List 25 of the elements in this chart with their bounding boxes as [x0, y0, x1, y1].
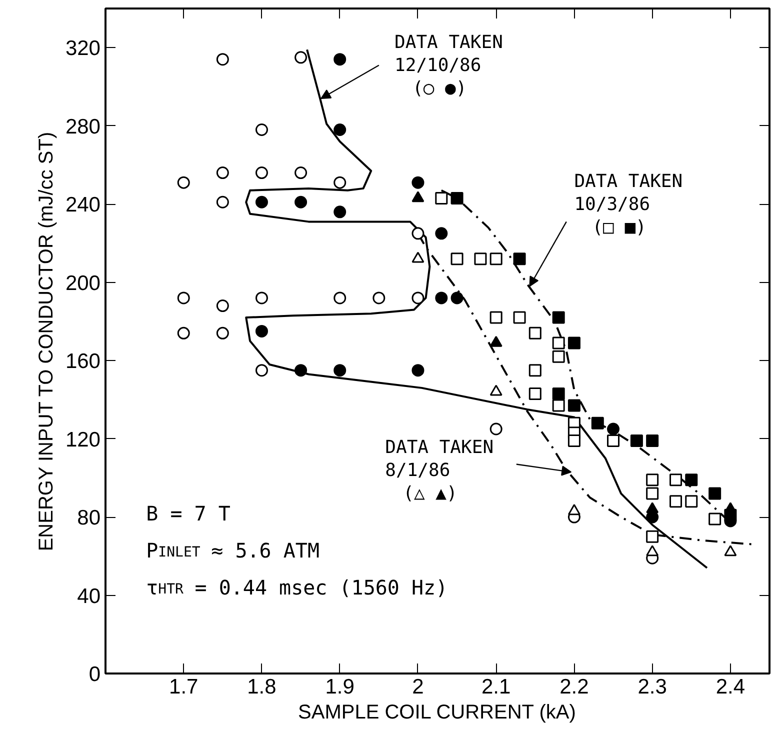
annotation: τHTR = 0.44 msec (1560 Hz) — [146, 576, 448, 600]
x-tick-label: 1.9 — [325, 676, 354, 698]
annotation: DATA TAKEN 8/1/86 (△ ▲) — [385, 436, 494, 504]
y-tick-label: 320 — [65, 37, 101, 60]
annotation: PINLET ≈ 5.6 ATM — [146, 538, 320, 563]
y-tick-label: 240 — [65, 194, 101, 217]
y-tick-label: 80 — [77, 506, 100, 530]
x-tick-label: 2.1 — [481, 676, 511, 698]
y-tick-label: 280 — [65, 115, 101, 138]
x-tick-label: 1.8 — [247, 676, 276, 698]
annotation: DATA TAKEN 12/10/86 (○ ●) — [394, 32, 503, 99]
y-axis-title: ENERGY INPUT TO CONDUCTOR (mJ/cc ST) — [35, 132, 58, 552]
x-axis-title: SAMPLE COIL CURRENT (kA) — [298, 702, 576, 724]
annotation: DATA TAKEN 10/3/86 (□ ■) — [574, 170, 683, 238]
annotation: B = 7 T — [146, 501, 230, 526]
x-tick-label: 2.4 — [716, 676, 746, 698]
x-tick-label: 2.2 — [560, 676, 589, 698]
y-tick-label: 40 — [77, 584, 100, 608]
y-tick-label: 160 — [65, 350, 101, 374]
y-tick-label: 0 — [88, 663, 101, 686]
x-tick-label: 2 — [412, 676, 424, 698]
x-tick-label: 1.7 — [169, 676, 198, 698]
y-tick-label: 120 — [65, 428, 101, 452]
y-tick-label: 200 — [65, 272, 101, 295]
x-tick-label: 2.3 — [638, 676, 667, 698]
